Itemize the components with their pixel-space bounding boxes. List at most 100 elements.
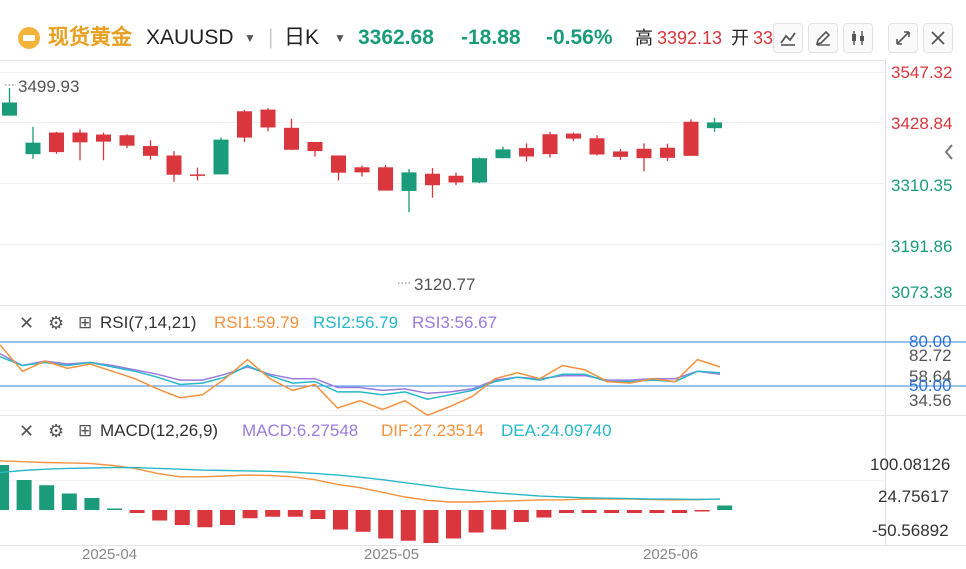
macd-histogram-bar [649,510,665,513]
symbol-name: 现货黄金 [48,26,132,49]
rsi-axis-label: 82.72 [909,346,952,365]
period-dropdown-icon[interactable]: ▼ [334,31,346,45]
candle-body [660,147,675,158]
macd-histogram-bar [265,510,281,517]
candle-body [448,175,464,183]
candle-body [566,133,581,139]
candle-body [143,146,158,156]
macd-histogram-bar [446,510,461,539]
rsi-ref-label: 50.00 [909,376,952,395]
macd-histogram-bar [491,510,507,530]
expand-icon[interactable]: ⊞ [78,313,93,332]
candle-body [425,173,440,186]
price-axis-label: 3191.86 [891,237,953,256]
close-icon[interactable]: ✕ [19,421,35,441]
candle-body [378,167,393,191]
candle-body [119,135,135,146]
rsi1-value: RSI1:59.79 [214,313,300,332]
macd-histogram-bar [310,510,326,519]
macd-histogram-bar [694,510,710,512]
macd-histogram-bar [16,480,32,510]
candle-body [519,148,534,157]
macd-histogram-bar [242,510,258,519]
rsi-header: ✕ ⚙ ⊞ RSI(7,14,21) RSI1:59.79 RSI2:56.79… [0,311,600,335]
macd-histogram-bar [152,510,168,521]
candle-body [683,121,699,156]
price-change-pct: -0.56% [546,26,613,49]
candle-body [307,141,323,152]
candle-body [495,149,511,159]
macd-histogram-bar [559,510,574,513]
macd-title: MACD(12,26,9) [100,421,219,440]
expand-icon[interactable]: ⊞ [78,421,93,440]
macd-histogram-bar [84,498,100,510]
candle-body [401,172,417,191]
macd-histogram-bar [333,510,348,530]
chart-header: 现货黄金 XAUUSD ▼ | 日K ▼ 3362.68 -18.88 -0.5… [0,0,966,60]
macd-histogram-bar [39,485,55,510]
last-price: 3362.68 [358,26,434,49]
candle-body [25,142,41,155]
candle-body [166,155,182,175]
price-axis-label: 3428.84 [891,114,953,133]
rsi-series-line [0,344,721,417]
rsi-axis-label: 58.64 [909,367,952,386]
date-axis-label: 2025-04 [82,546,138,563]
candle-body [331,155,346,173]
candle-body [2,102,17,116]
price-axis-label: 3073.38 [891,283,953,302]
macd-histogram-bar [581,510,597,513]
rsi-series-line [0,353,721,395]
macd-histogram-bar [717,505,733,510]
macd-histogram-bar [61,493,77,510]
macd-histogram-bar [220,510,235,525]
candle-body [707,122,722,129]
price-axis-label: 3310.35 [891,176,953,195]
macd-histogram-bar [513,510,529,522]
rsi-axis-label: 34.56 [909,391,952,410]
symbol-dropdown-icon[interactable]: ▼ [244,31,256,45]
candle-icon[interactable] [843,23,873,53]
close-icon[interactable]: ✕ [19,313,35,333]
collapse-panel-icon[interactable] [944,144,953,160]
macd-histogram-bar [423,510,439,543]
settings-icon[interactable]: ⚙ [48,313,65,333]
macd-series-line [0,466,721,501]
price-change: -18.88 [461,26,521,49]
macd-histogram-bar [197,510,213,528]
macd-histogram-bar [468,510,484,533]
rsi2-value: RSI2:56.79 [313,313,399,332]
macd-header: ✕ ⚙ ⊞ MACD(12,26,9) MACD:6.27548 DIF:27.… [0,419,700,443]
macd-histogram-bar [604,510,620,513]
candle-body [72,132,88,143]
macd-histogram-bar [626,510,642,513]
rsi-series-line [0,356,721,400]
macd-series-line [0,460,721,503]
date-axis-label: 2025-06 [643,546,699,563]
close-icon[interactable] [923,23,953,53]
symbol-code[interactable]: XAUUSD [146,26,234,49]
high-value: 3392.13 [657,28,723,48]
macd-histogram-bar [378,510,394,539]
max-price-annotation: 3499.93 [18,77,80,96]
macd-histogram-bar [355,510,371,532]
candle-body [213,139,229,175]
candle-body [354,167,370,173]
line-tool-icon[interactable] [773,23,803,53]
settings-icon[interactable]: ⚙ [48,421,65,441]
high-label: 高 [635,28,653,48]
macd-histogram-bar [400,510,416,541]
candle-body [96,134,111,142]
rsi-ref-label: 80.00 [909,332,952,351]
macd-value: MACD:6.27548 [242,421,359,440]
fullscreen-icon[interactable] [888,23,918,53]
period-select[interactable]: 日K [284,26,320,49]
open-label: 开 [731,28,749,48]
candle-body [284,127,299,150]
candle-body [472,158,487,183]
macd-histogram-bar [107,508,122,510]
macd-histogram-bar [672,510,687,513]
rsi3-value: RSI3:56.67 [412,313,498,332]
pen-icon[interactable] [808,23,838,53]
